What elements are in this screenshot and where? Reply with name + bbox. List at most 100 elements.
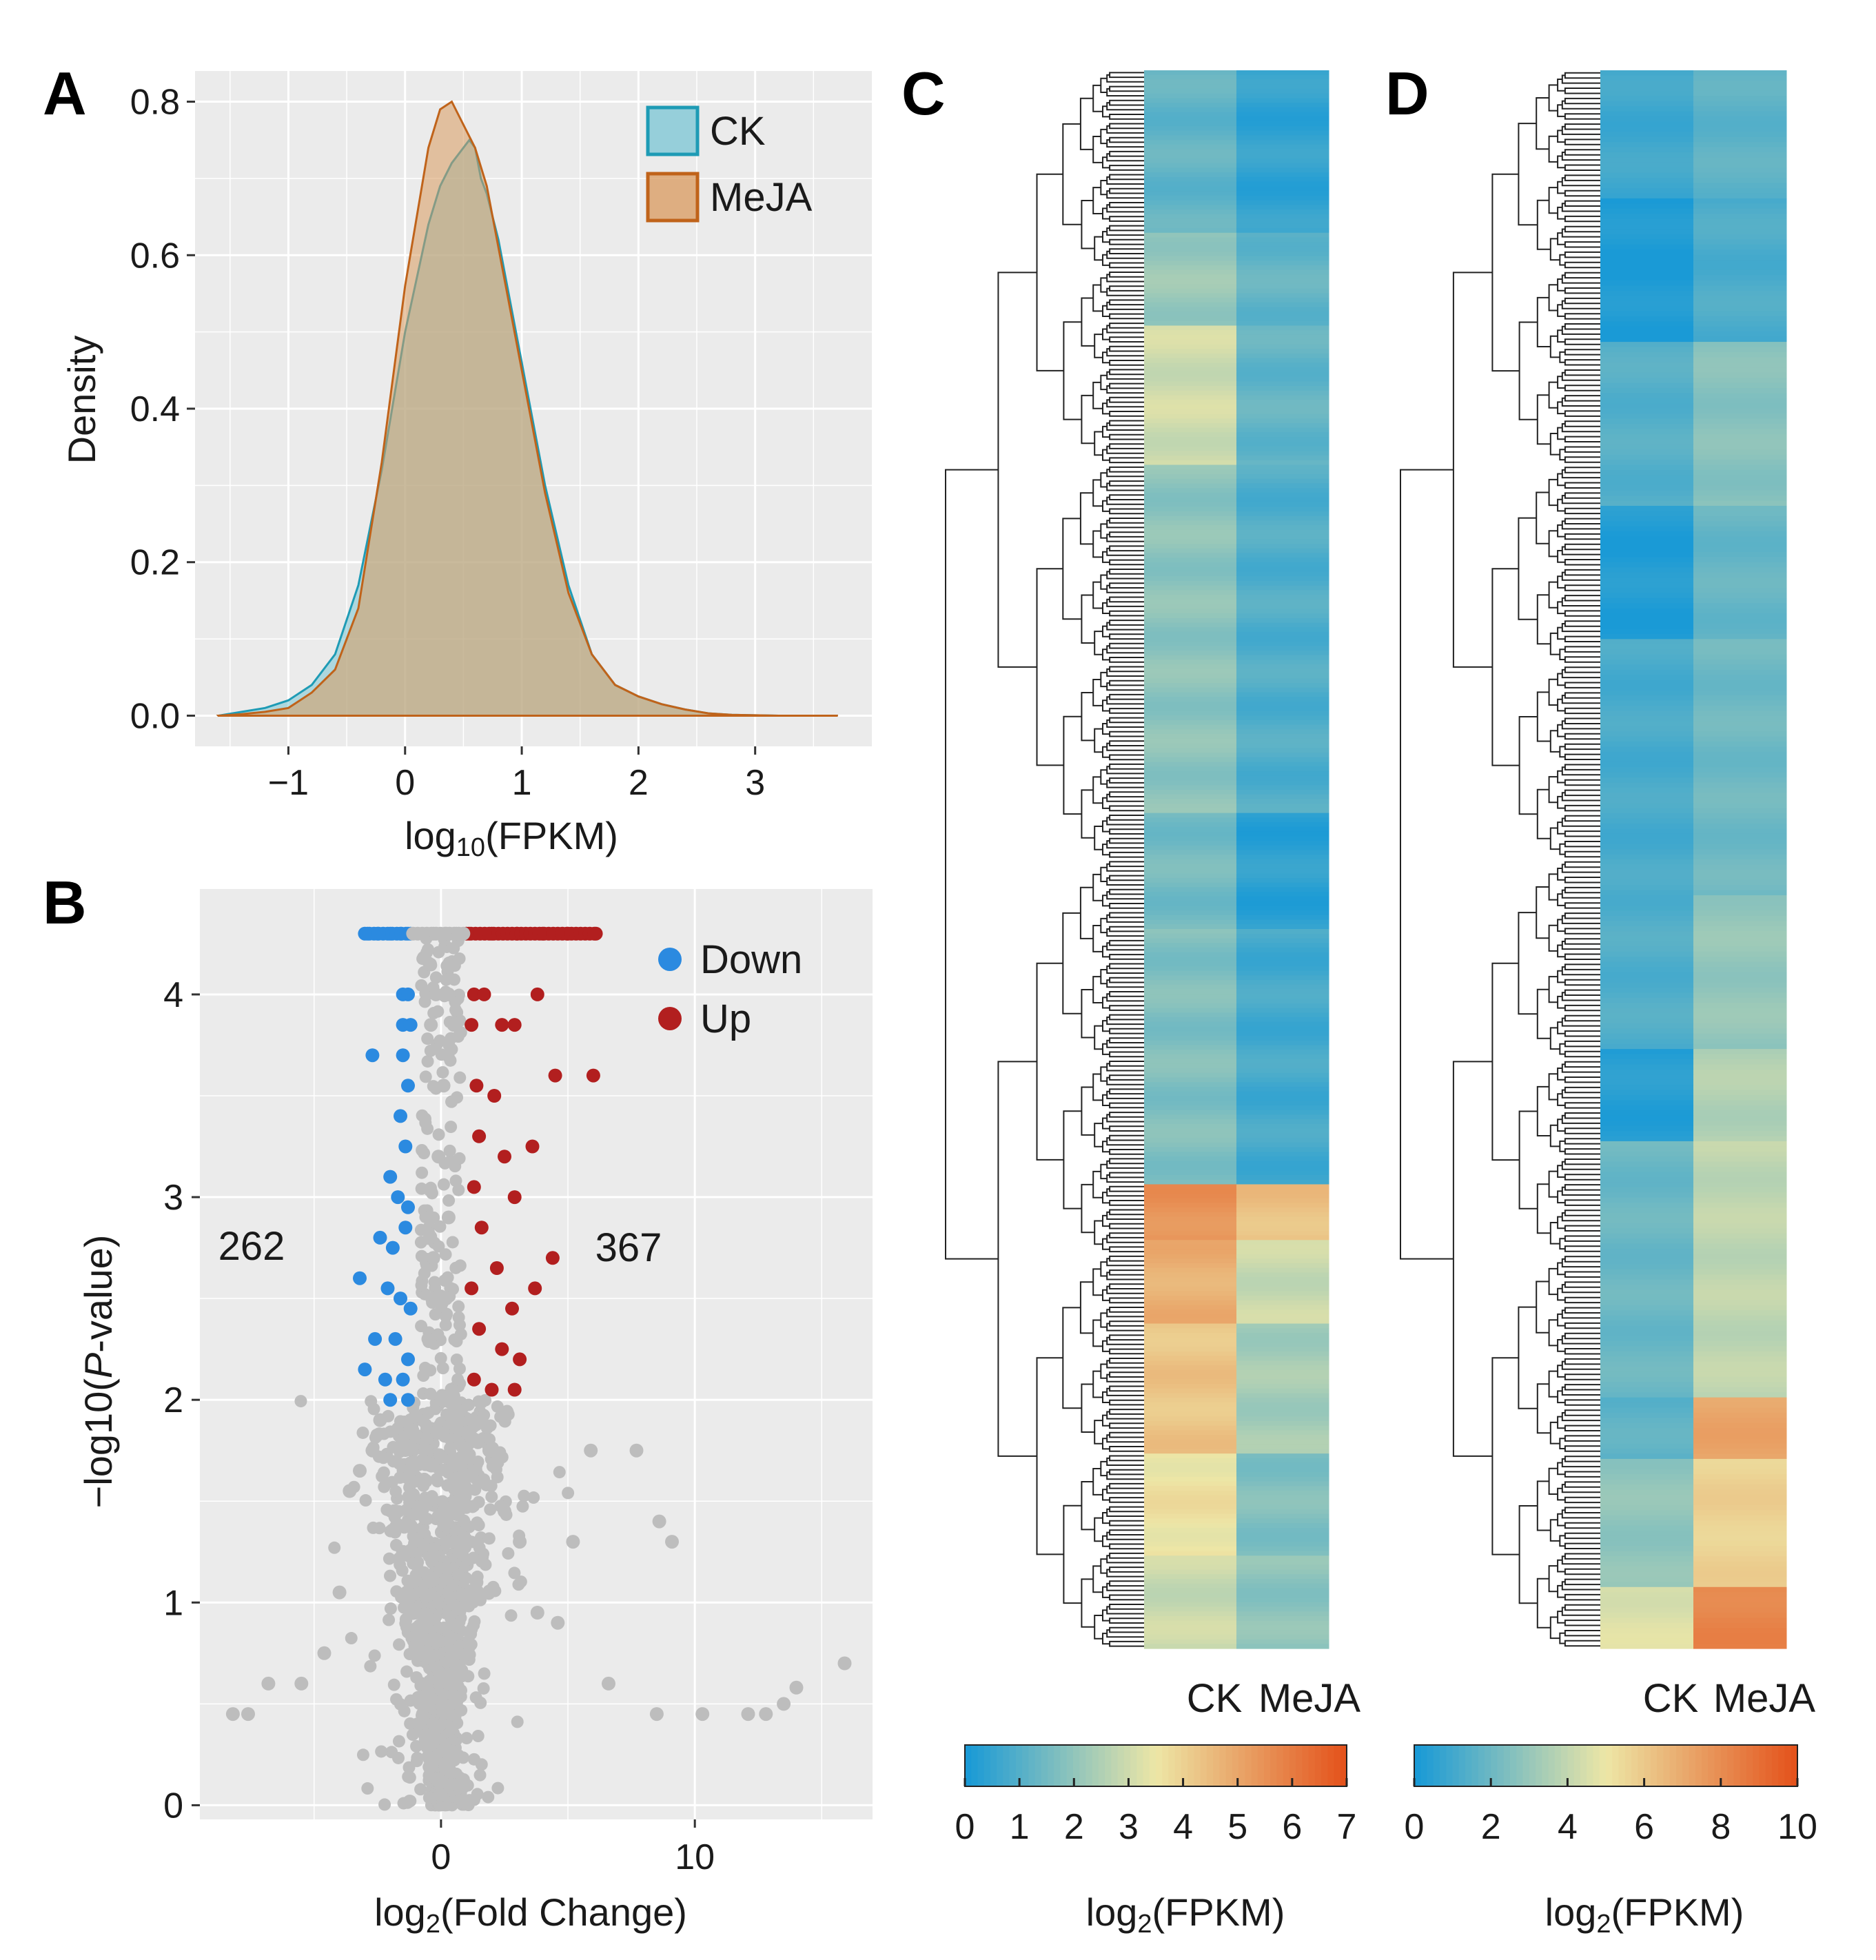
heat-cell-meja	[1236, 1513, 1329, 1520]
heat-cell-ck	[1144, 469, 1237, 475]
color-scale-segment	[1034, 1745, 1042, 1786]
point-ns	[421, 1122, 434, 1135]
dendrogram-branch	[1109, 731, 1144, 737]
heat-cell-meja	[1236, 316, 1329, 322]
dendrogram-branch	[1564, 1553, 1600, 1560]
heat-cell-ck	[1144, 515, 1237, 521]
heat-cell-meja	[1693, 1146, 1787, 1152]
heat-cell-meja	[1693, 582, 1787, 589]
dendrogram-branch	[1109, 494, 1144, 500]
heat-cell-meja	[1236, 562, 1329, 568]
heat-cell-meja	[1236, 70, 1329, 76]
heat-cell-ck	[1144, 1152, 1237, 1157]
color-scale-segment	[1028, 1745, 1036, 1786]
point-ns	[446, 1236, 459, 1249]
heat-cell-ck	[1144, 1267, 1237, 1274]
dendrogram-branch	[1564, 804, 1600, 812]
dendrogram-branch	[1102, 1117, 1110, 1130]
dendrogram-branch	[1109, 837, 1144, 844]
dendrogram-branch	[1109, 1223, 1144, 1229]
point-ns	[513, 1535, 527, 1549]
heat-cell-ck	[1600, 793, 1694, 799]
point-ns	[448, 1460, 461, 1473]
heat-cell-meja	[1693, 1131, 1787, 1137]
color-scale-segment	[1702, 1745, 1709, 1786]
heat-cell-meja	[1236, 390, 1329, 396]
dendrogram-branch	[1102, 1586, 1110, 1598]
heat-cell-meja	[1693, 1617, 1787, 1624]
point-ns	[414, 1783, 427, 1796]
heat-cell-ck	[1144, 1017, 1237, 1023]
heat-cell-ck	[1600, 1243, 1694, 1249]
heat-cell-ck	[1144, 1040, 1237, 1046]
heat-cell-meja	[1236, 711, 1329, 716]
heat-cell-meja	[1236, 1296, 1329, 1301]
heat-cell-meja	[1236, 1133, 1329, 1139]
heat-cell-meja	[1236, 724, 1329, 731]
heat-cell-ck	[1600, 598, 1694, 604]
point-ns	[410, 1755, 423, 1768]
heat-cell-ck	[1600, 1279, 1694, 1285]
color-scale-segment	[1663, 1745, 1671, 1786]
heat-cell-ck	[1144, 1593, 1237, 1598]
point-ns	[418, 1473, 433, 1488]
dendrogram-branch	[1109, 559, 1144, 566]
dendrogram-branch	[1102, 797, 1110, 809]
dendrogram-branch	[1109, 754, 1144, 761]
dendrogram-branch	[1564, 861, 1600, 868]
color-scale-segment	[1340, 1745, 1347, 1786]
scale-tick-label: 4	[1558, 1807, 1578, 1847]
heat-cell-meja	[1693, 618, 1787, 624]
point-ns	[365, 1443, 380, 1458]
heat-cell-meja	[1236, 970, 1329, 976]
point-ns	[436, 1463, 449, 1476]
dendrogram-branch	[1106, 1629, 1144, 1638]
point-down	[380, 1281, 395, 1296]
dendrogram-branch	[1109, 1640, 1144, 1647]
heat-cell-ck	[1144, 1110, 1237, 1116]
heat-cell-ck	[1144, 1420, 1237, 1427]
heat-cell-meja	[1236, 826, 1329, 833]
heat-cell-ck	[1144, 957, 1237, 962]
heat-cell-ck	[1600, 300, 1694, 307]
point-ns	[452, 1300, 465, 1313]
panel-a-letter: A	[43, 59, 87, 127]
dendrogram-branch	[1548, 187, 1558, 214]
point-ns	[479, 1394, 492, 1407]
heat-cell-ck	[1144, 743, 1237, 748]
heat-cell-meja	[1236, 980, 1329, 986]
point-ns	[530, 1606, 544, 1620]
point-ns	[426, 1251, 440, 1265]
point-ns	[409, 1569, 422, 1582]
heat-cell-ck	[1144, 1077, 1237, 1083]
heat-cell-meja	[1693, 1561, 1787, 1567]
heat-cell-meja	[1693, 885, 1787, 891]
heat-cell-ck	[1600, 296, 1694, 302]
heat-cell-meja	[1693, 623, 1787, 630]
point-down	[398, 1221, 413, 1235]
heat-cell-ck	[1600, 910, 1694, 917]
heat-cell-meja	[1693, 1187, 1787, 1193]
point-ns	[409, 1606, 423, 1620]
heat-cell-ck	[1600, 1376, 1694, 1382]
dendrogram-branch	[1109, 420, 1144, 427]
heat-cell-meja	[1693, 167, 1787, 174]
heat-cell-ck	[1144, 641, 1237, 646]
heat-cell-ck	[1600, 1402, 1694, 1409]
heat-cell-meja	[1693, 342, 1787, 348]
dendrogram-branch	[1109, 1506, 1144, 1513]
heat-cell-ck	[1144, 1226, 1237, 1232]
heat-cell-meja	[1693, 598, 1787, 604]
heat-cell-meja	[1693, 603, 1787, 609]
dendrogram-branch	[1109, 433, 1144, 440]
heat-cell-ck	[1600, 1479, 1694, 1485]
heat-cell-meja	[1693, 439, 1787, 445]
point-ns	[420, 946, 434, 959]
heat-cell-meja	[1693, 1367, 1787, 1373]
dendrogram-branch	[1106, 1555, 1144, 1564]
heat-cell-ck	[1144, 242, 1237, 247]
heat-cell-ck	[1144, 1560, 1237, 1566]
color-scale-segment	[1022, 1745, 1029, 1786]
point-ns	[443, 1144, 456, 1157]
